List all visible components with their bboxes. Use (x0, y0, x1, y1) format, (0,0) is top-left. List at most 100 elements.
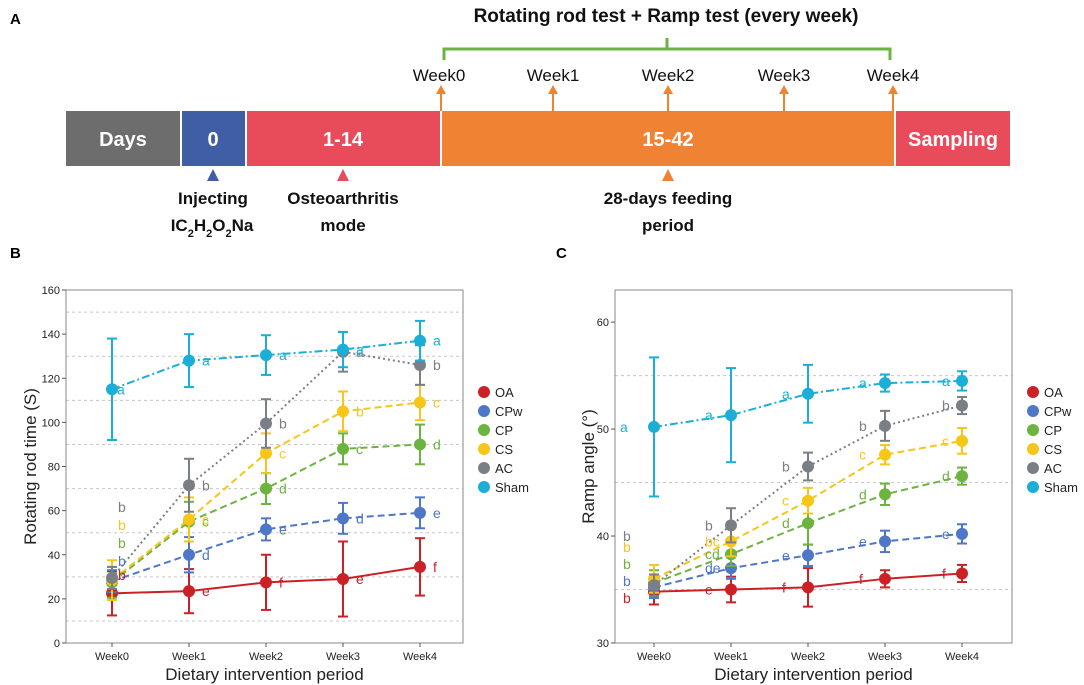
x-axis-title: Dietary intervention period (714, 665, 912, 684)
panel-b-letter: B (10, 245, 21, 262)
significance-letter: b (279, 415, 287, 431)
significance-letter: b (202, 477, 210, 493)
series-oa (106, 537, 426, 618)
data-point (956, 399, 968, 412)
data-point (260, 576, 272, 589)
data-point (414, 438, 426, 451)
timeline-bar: Days 0 1-14 15-42 Sampling (66, 111, 1010, 166)
feeding-caption-line1: 28-days feeding (604, 189, 733, 208)
significance-letter: b (705, 517, 713, 533)
plot-frame (614, 289, 1013, 644)
significance-letter: e (356, 571, 364, 587)
legend-marker (1027, 481, 1039, 493)
significance-letter: e (202, 583, 210, 599)
legend-label: CPw (495, 404, 523, 419)
series-line (653, 439, 963, 580)
significance-letter: de (705, 560, 721, 576)
y-tick-label: 140 (42, 329, 60, 341)
significance-letter: a (859, 375, 867, 391)
significance-letter: d (202, 547, 210, 563)
series-line (111, 350, 421, 579)
feeding-marker-icon (662, 169, 674, 181)
x-tick-label: Week1 (714, 651, 748, 663)
significance-letter: a (942, 373, 950, 389)
legend-marker (1027, 424, 1039, 436)
data-point (260, 523, 272, 536)
compound-caption: IC2H2O2Na (171, 216, 254, 240)
legend-marker (1027, 405, 1039, 417)
series-cs (648, 426, 968, 594)
x-tick-label: Week1 (172, 651, 206, 663)
legend-label: CP (495, 423, 513, 438)
segment-sampling (896, 111, 1010, 166)
significance-letter: c (859, 447, 866, 463)
y-tick-label: 60 (597, 317, 609, 329)
week1-marker: Week1 (527, 66, 580, 111)
legend-label: CPw (1044, 404, 1072, 419)
x-tick-label: Week0 (637, 651, 671, 663)
significance-letter: c (202, 514, 209, 530)
significance-letter: f (279, 574, 283, 590)
data-point (802, 494, 814, 507)
series-line (653, 379, 963, 428)
panel-a-letter: A (10, 11, 21, 28)
panel-c-letter: C (556, 245, 567, 262)
legend-label: OA (495, 385, 514, 400)
x-tick-label: Week2 (791, 651, 825, 663)
data-point (648, 420, 660, 433)
series-sham (648, 356, 968, 498)
significance-letter: b (782, 459, 790, 475)
segment-day15-42-label: 15-42 (642, 129, 693, 151)
significance-letter: a (117, 381, 125, 397)
series-ac (648, 395, 968, 597)
data-point (802, 387, 814, 400)
legend-marker (478, 443, 490, 455)
rotating-rod-chart: B 0 20 40 60 80 100 120 140 160 Week0 Week1 Week2 Wee… (10, 245, 529, 684)
significance-letter: e (279, 521, 287, 537)
week1-label: Week1 (527, 66, 580, 85)
plot-frame (65, 289, 464, 644)
significance-letter: e (782, 547, 790, 563)
segment-day0 (182, 111, 245, 166)
significance-letter: c (433, 395, 440, 411)
segment-day1-14 (247, 111, 440, 166)
significance-letter: cd (705, 546, 720, 562)
data-point (879, 488, 891, 501)
data-point (879, 419, 891, 432)
data-point (106, 571, 118, 584)
data-point (337, 573, 349, 586)
injecting-caption: Injecting (178, 189, 248, 208)
y-tick-label: 100 (42, 417, 60, 429)
significance-letter: a (433, 333, 441, 349)
data-point (725, 409, 737, 422)
significance-letter: b (118, 499, 126, 515)
legend-label: AC (1044, 461, 1062, 476)
significance-letter: b (623, 590, 631, 606)
data-point (337, 405, 349, 418)
data-point (879, 572, 891, 585)
week4-label: Week4 (867, 66, 920, 85)
significance-letter: d (356, 510, 364, 526)
legend-marker (478, 481, 490, 493)
significance-letter: a (202, 353, 210, 369)
segment-days-label: Days (99, 129, 147, 151)
legend-label: CS (495, 442, 513, 457)
data-point (260, 447, 272, 460)
week-markers: Week0 Week1 Week2 Week3 Week4 (413, 66, 920, 111)
significance-letter: f (433, 559, 437, 575)
significance-letter: e (859, 533, 867, 549)
y-tick-label: 80 (48, 462, 60, 474)
data-point (956, 434, 968, 447)
significance-letter: e (942, 526, 950, 542)
ramp-angle-chart: C 30 40 50 60 Week0 Week1 Week2 Week3 Week4 Dietar… (556, 245, 1078, 684)
legend-label: Sham (495, 480, 529, 495)
x-tick-label: Week4 (403, 651, 437, 663)
y-tick-label: 0 (54, 638, 60, 650)
significance-letter: d (433, 436, 441, 452)
data-point (802, 517, 814, 530)
legend-label: Sham (1044, 480, 1078, 495)
significance-letter: a (782, 386, 790, 402)
significance-letter: f (859, 571, 863, 587)
significance-letter: b (433, 357, 441, 373)
